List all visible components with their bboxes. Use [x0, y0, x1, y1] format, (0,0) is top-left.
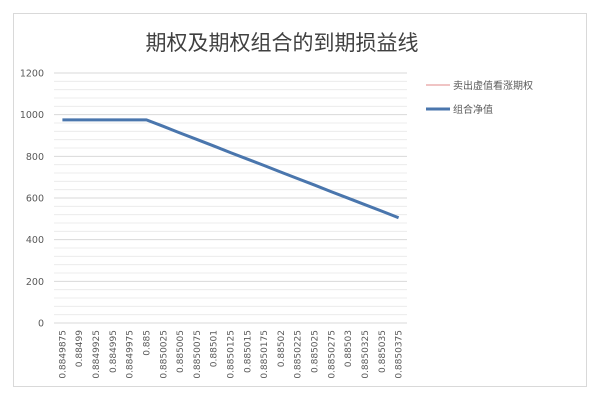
legend-label: 组合净值 — [453, 103, 493, 116]
x-tick-label: 0.884995 — [109, 330, 119, 373]
y-tick-label: 200 — [26, 277, 44, 288]
x-tick-label: 0.8849875 — [58, 330, 68, 379]
legend-label: 卖出虚值看涨期权 — [453, 79, 533, 92]
chart-frame: 期权及期权组合的到期损益线 0 200 400 600 800 1000 1200 0.88… — [13, 13, 587, 387]
x-tick-label: 0.8850075 — [193, 330, 203, 379]
x-tick-label: 0.88502 — [277, 330, 287, 367]
x-tick-label: 0.8850175 — [260, 330, 270, 379]
y-tick-label: 800 — [26, 152, 44, 163]
x-tick-label: 0.885035 — [378, 330, 388, 373]
series-layer — [62, 118, 400, 220]
y-tick-label: 1200 — [20, 69, 44, 80]
y-axis-ticks: 0 200 400 600 800 1000 1200 — [20, 69, 44, 330]
x-tick-label: 0.8849925 — [92, 330, 102, 379]
x-tick-label: 0.88503 — [344, 330, 354, 367]
y-tick-label: 0 — [38, 319, 44, 330]
x-tick-label: 0.88501 — [210, 330, 220, 367]
x-tick-label: 0.8850025 — [159, 330, 169, 379]
chart-svg: 期权及期权组合的到期损益线 0 200 400 600 800 1000 1200 0.88… — [20, 31, 533, 379]
x-tick-label: 0.8850375 — [395, 330, 405, 379]
x-tick-label: 0.885 — [142, 330, 152, 356]
y-tick-label: 600 — [26, 194, 44, 205]
grid-layer — [54, 72, 407, 324]
x-tick-label: 0.885005 — [176, 330, 186, 373]
x-tick-label: 0.8850125 — [227, 330, 237, 379]
x-axis-ticks: 0.8849875 0.88499 0.8849925 0.884995 0.88499… — [58, 330, 404, 379]
y-tick-label: 400 — [26, 235, 44, 246]
series-line — [62, 118, 400, 220]
x-tick-label: 0.8850325 — [361, 330, 371, 379]
x-tick-label: 0.885015 — [243, 330, 253, 373]
y-tick-label: 1000 — [20, 110, 44, 121]
x-tick-label: 0.88499 — [75, 330, 85, 367]
x-tick-label: 0.885025 — [311, 330, 321, 373]
x-tick-label: 0.8850275 — [327, 330, 337, 379]
x-tick-label: 0.8849975 — [126, 330, 136, 379]
chart-title: 期权及期权组合的到期损益线 — [146, 31, 419, 55]
x-tick-label: 0.8850225 — [294, 330, 304, 379]
